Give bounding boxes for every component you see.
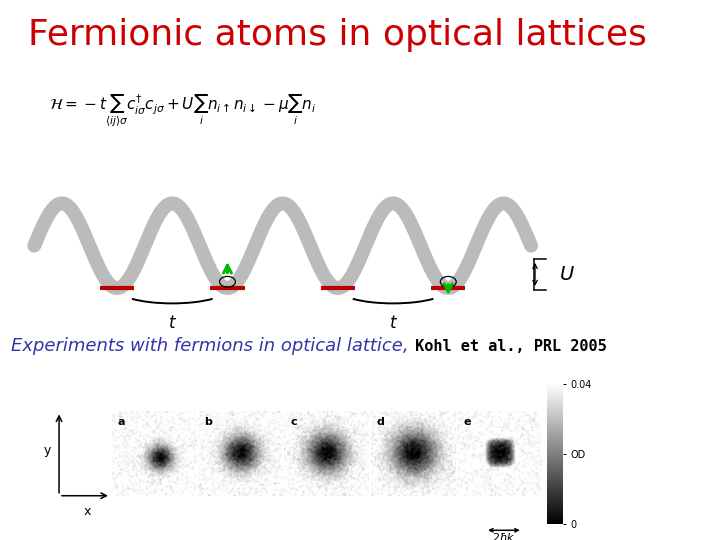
- Text: Fermionic atoms in optical lattices: Fermionic atoms in optical lattices: [28, 18, 647, 52]
- Text: Experiments with fermions in optical lattice,: Experiments with fermions in optical lat…: [11, 338, 408, 355]
- Text: U: U: [559, 265, 574, 284]
- Text: e: e: [463, 417, 471, 427]
- Text: x: x: [84, 505, 91, 518]
- Text: y: y: [44, 444, 52, 457]
- Text: $2\hbar k$: $2\hbar k$: [492, 531, 516, 540]
- Text: t: t: [169, 314, 176, 332]
- Text: t: t: [390, 314, 396, 332]
- Text: d: d: [377, 417, 384, 427]
- Text: b: b: [204, 417, 212, 427]
- Text: Kohl et al., PRL 2005: Kohl et al., PRL 2005: [406, 339, 607, 354]
- Text: $\mathcal{H} = -t \sum_{\langle ij \rangle \sigma} c^{\dagger}_{i\sigma} c_{j\si: $\mathcal{H} = -t \sum_{\langle ij \rang…: [49, 92, 316, 129]
- Text: c: c: [290, 417, 297, 427]
- Text: a: a: [117, 417, 125, 427]
